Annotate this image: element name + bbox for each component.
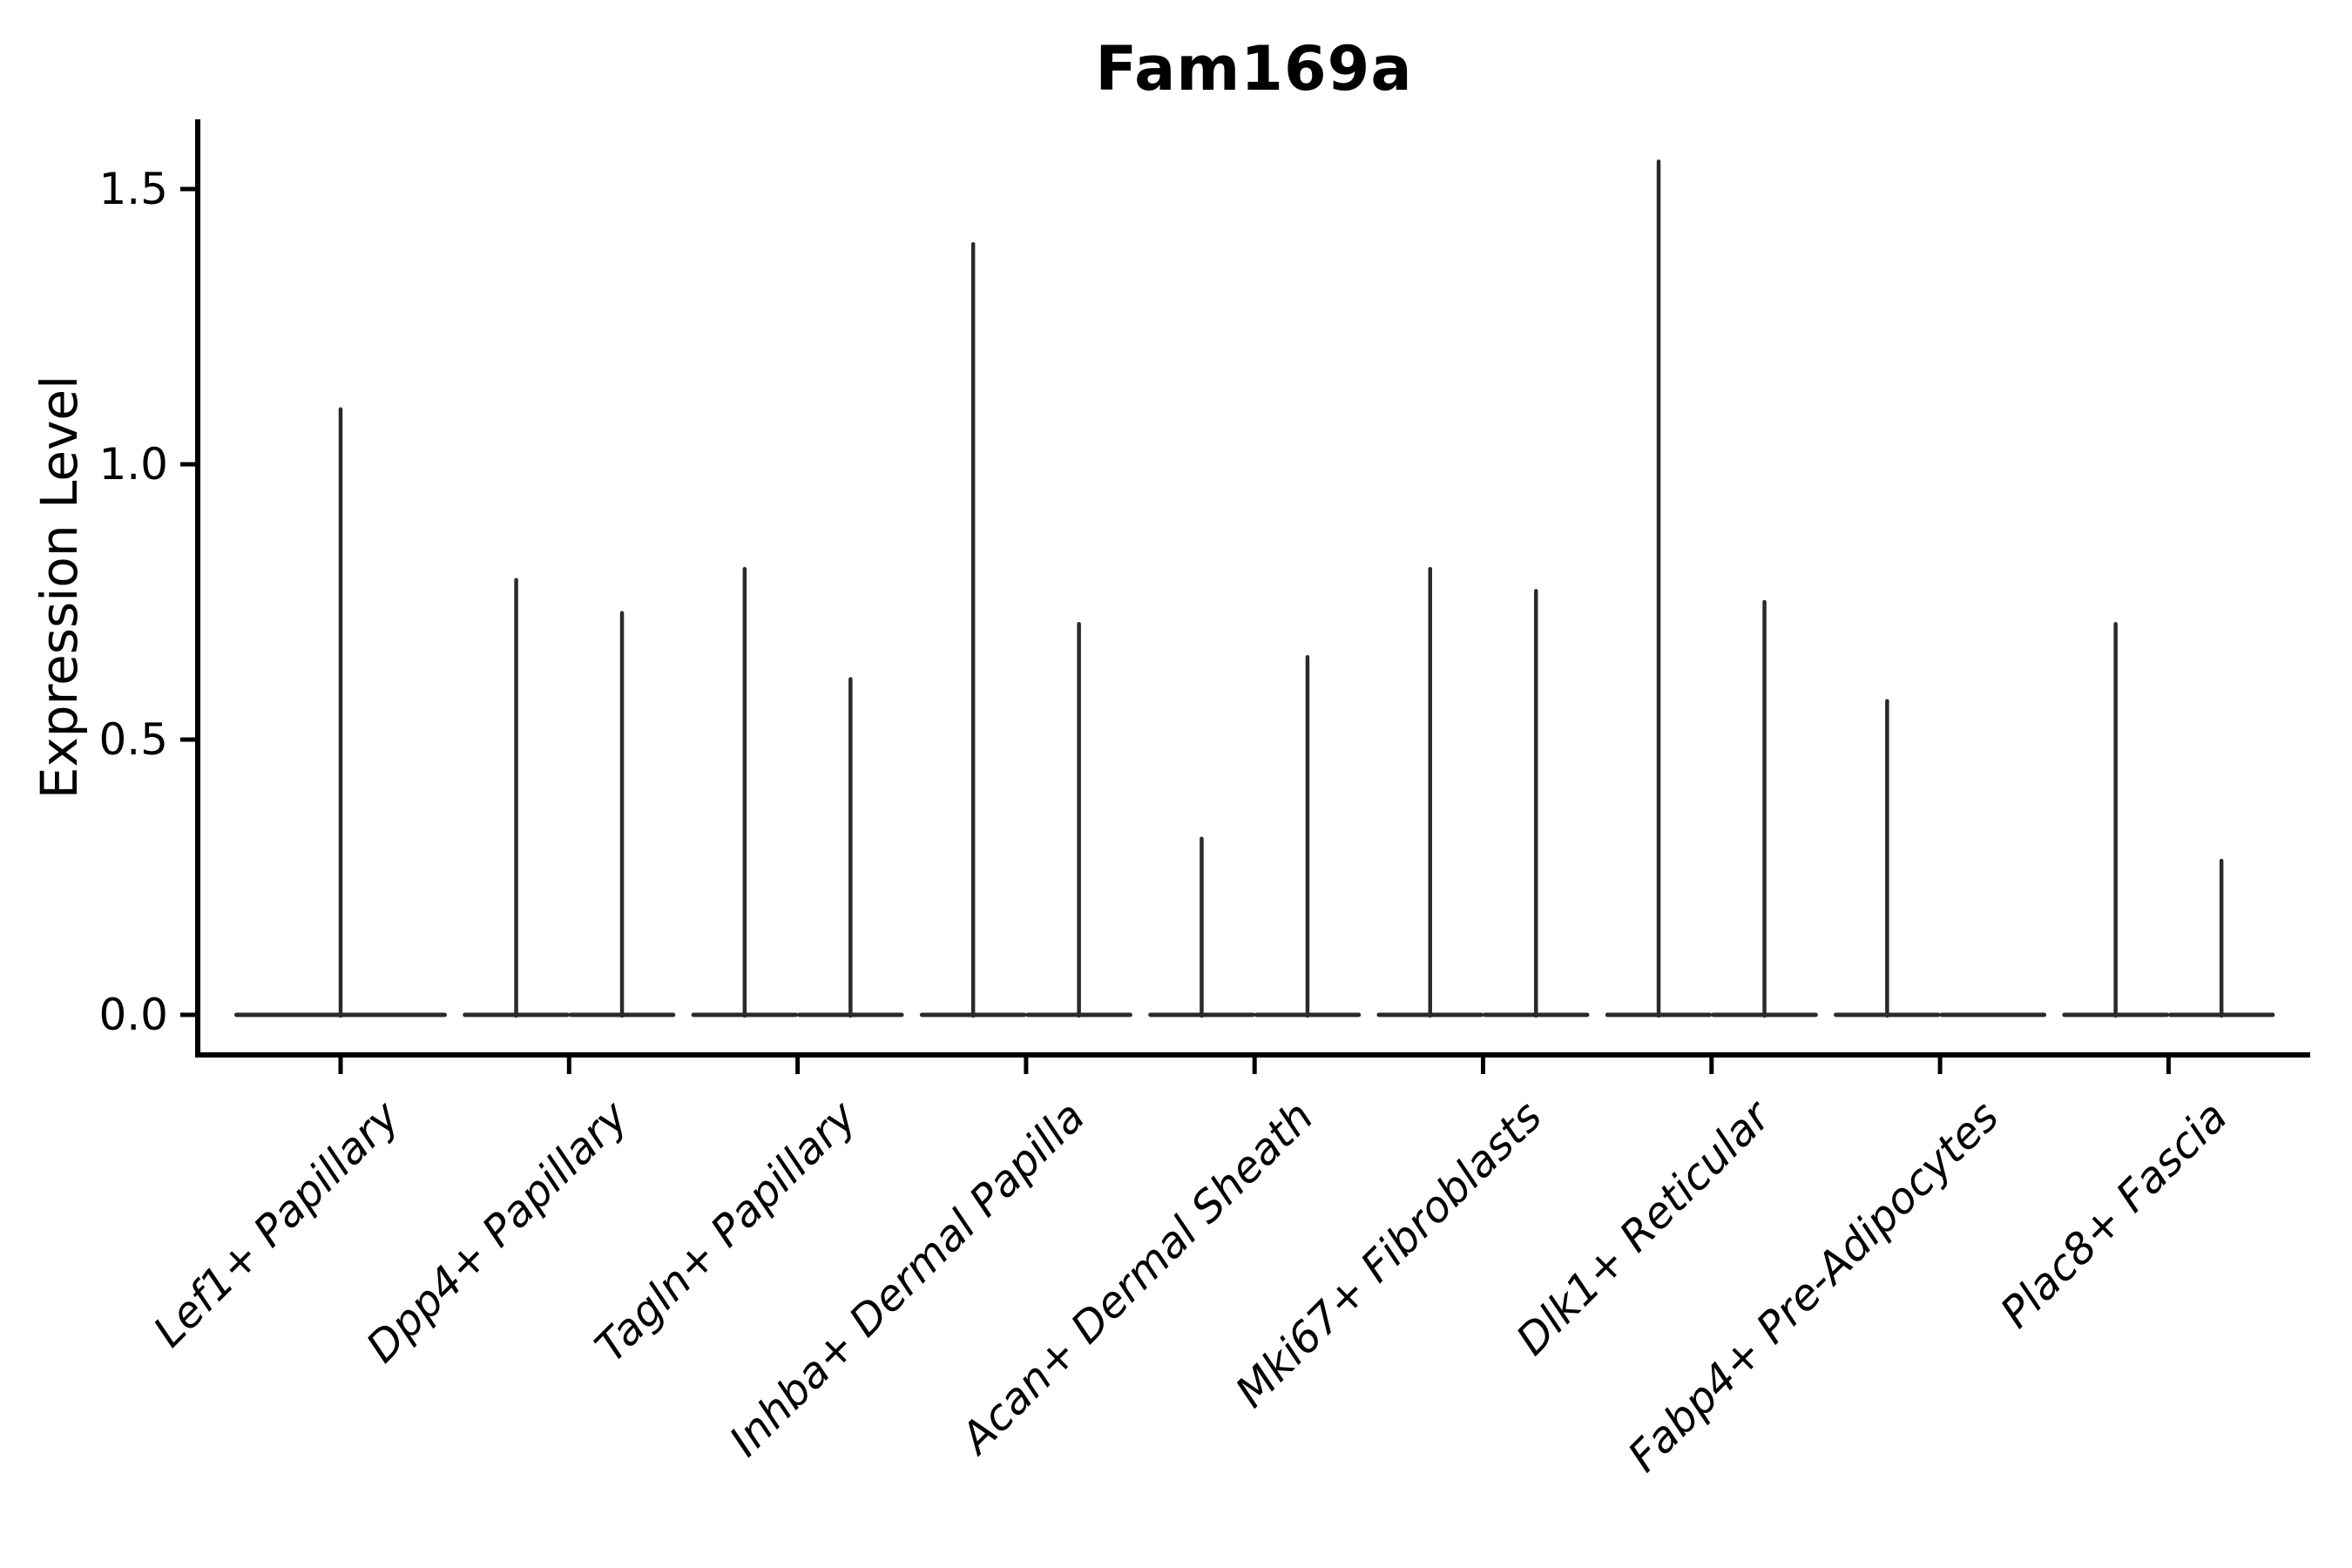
x-category-label: Lef1+ Papillary — [144, 1091, 409, 1356]
x-category-label: Fabp4+ Pre-Adipocytes — [1619, 1092, 2009, 1482]
y-tick-label: 1.5 — [98, 164, 168, 214]
chart-title: Fam169a — [1095, 33, 1413, 105]
y-tick-label: 0.0 — [98, 990, 168, 1040]
y-tick-label: 1.0 — [98, 439, 168, 490]
y-tick-label: 0.5 — [98, 714, 168, 765]
x-category-label: Plac8+ Fascia — [1991, 1092, 2237, 1337]
